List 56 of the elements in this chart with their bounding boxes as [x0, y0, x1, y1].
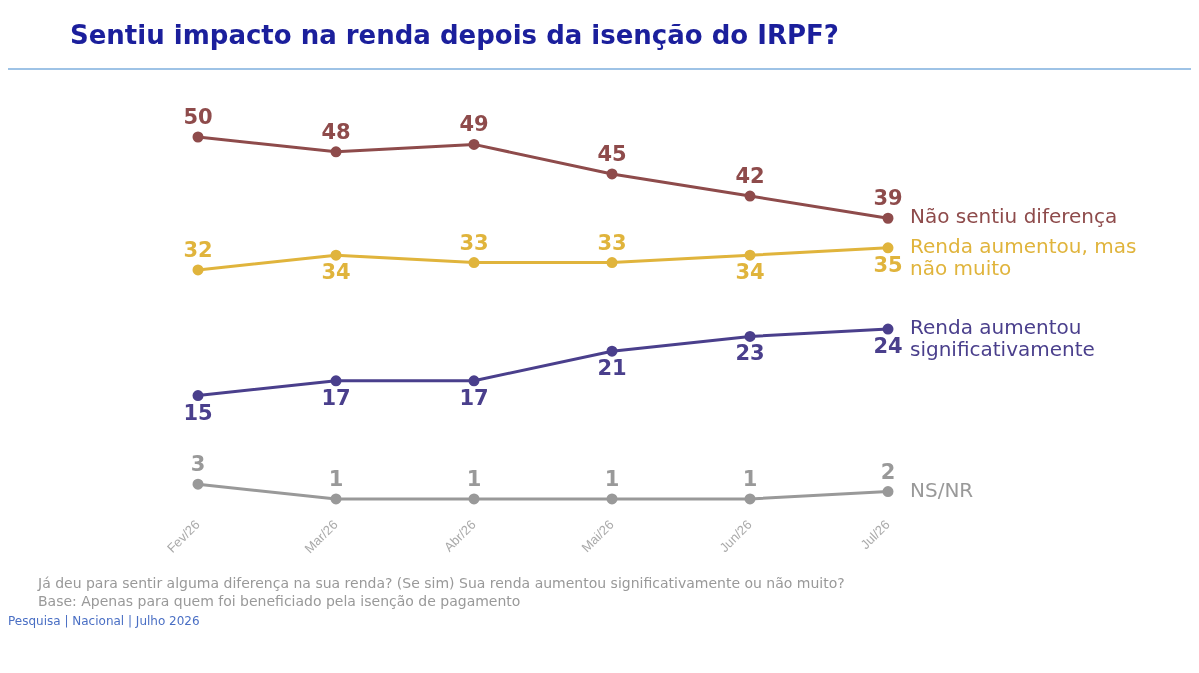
data-label: 1: [466, 466, 482, 491]
data-label: 34: [321, 260, 351, 285]
point: [192, 390, 204, 402]
series-label: NS/NR: [910, 477, 974, 502]
point: [468, 375, 480, 387]
series-label: Renda aumentou significativamente: [910, 315, 1095, 362]
data-label: 35: [873, 252, 903, 277]
data-label: 33: [459, 230, 489, 255]
point: [330, 249, 342, 261]
data-label: 1: [742, 466, 758, 491]
data-label: 42: [735, 164, 765, 189]
data-label: 50: [183, 104, 213, 129]
point: [744, 330, 756, 342]
data-label: 45: [597, 141, 627, 166]
data-label: 49: [459, 112, 489, 137]
point: [468, 138, 480, 150]
point: [330, 493, 342, 505]
point: [468, 493, 480, 505]
point: [330, 146, 342, 158]
point: [882, 242, 894, 254]
data-label: 21: [597, 356, 627, 381]
text: Já deu para sentir alguma diferença na sua renda? (Se sim) Sua renda aumentou significativamente ou não muito?: [38, 574, 846, 592]
point: [192, 478, 204, 490]
data-label: 3: [190, 452, 206, 477]
data-label: 39: [873, 186, 903, 211]
data-label: 34: [735, 260, 765, 285]
chart-title: Sentiu impacto na renda depois da isenção do IRPF?: [69, 19, 840, 52]
text: Pesquisa | Nacional | Julho 2026: [8, 614, 201, 628]
data-label: 48: [321, 119, 351, 144]
point: [882, 323, 894, 335]
point: [606, 345, 618, 357]
data-label: 17: [321, 385, 351, 410]
point: [192, 131, 204, 143]
point: [192, 264, 204, 276]
point: [606, 168, 618, 180]
point: [882, 486, 894, 498]
series-label: Não sentiu diferença: [910, 204, 1118, 229]
data-label: 23: [735, 341, 765, 366]
data-label: 15: [183, 400, 213, 425]
point: [744, 249, 756, 261]
point: [606, 257, 618, 269]
point: [606, 493, 618, 505]
point: [744, 190, 756, 202]
data-label: 32: [183, 237, 213, 262]
point: [330, 375, 342, 387]
data-label: 24: [873, 334, 903, 359]
point: [744, 493, 756, 505]
data-label: 2: [880, 459, 896, 484]
data-label: 1: [328, 466, 344, 491]
data-label: 17: [459, 385, 489, 410]
data-label: 33: [597, 230, 627, 255]
point: [468, 257, 480, 269]
series-label: Renda aumentou, mas não muito: [910, 234, 1137, 281]
data-label: 1: [604, 466, 620, 491]
point: [882, 212, 894, 224]
text: Base: Apenas para quem foi beneficiado pela isenção de pagamento: [38, 592, 522, 610]
